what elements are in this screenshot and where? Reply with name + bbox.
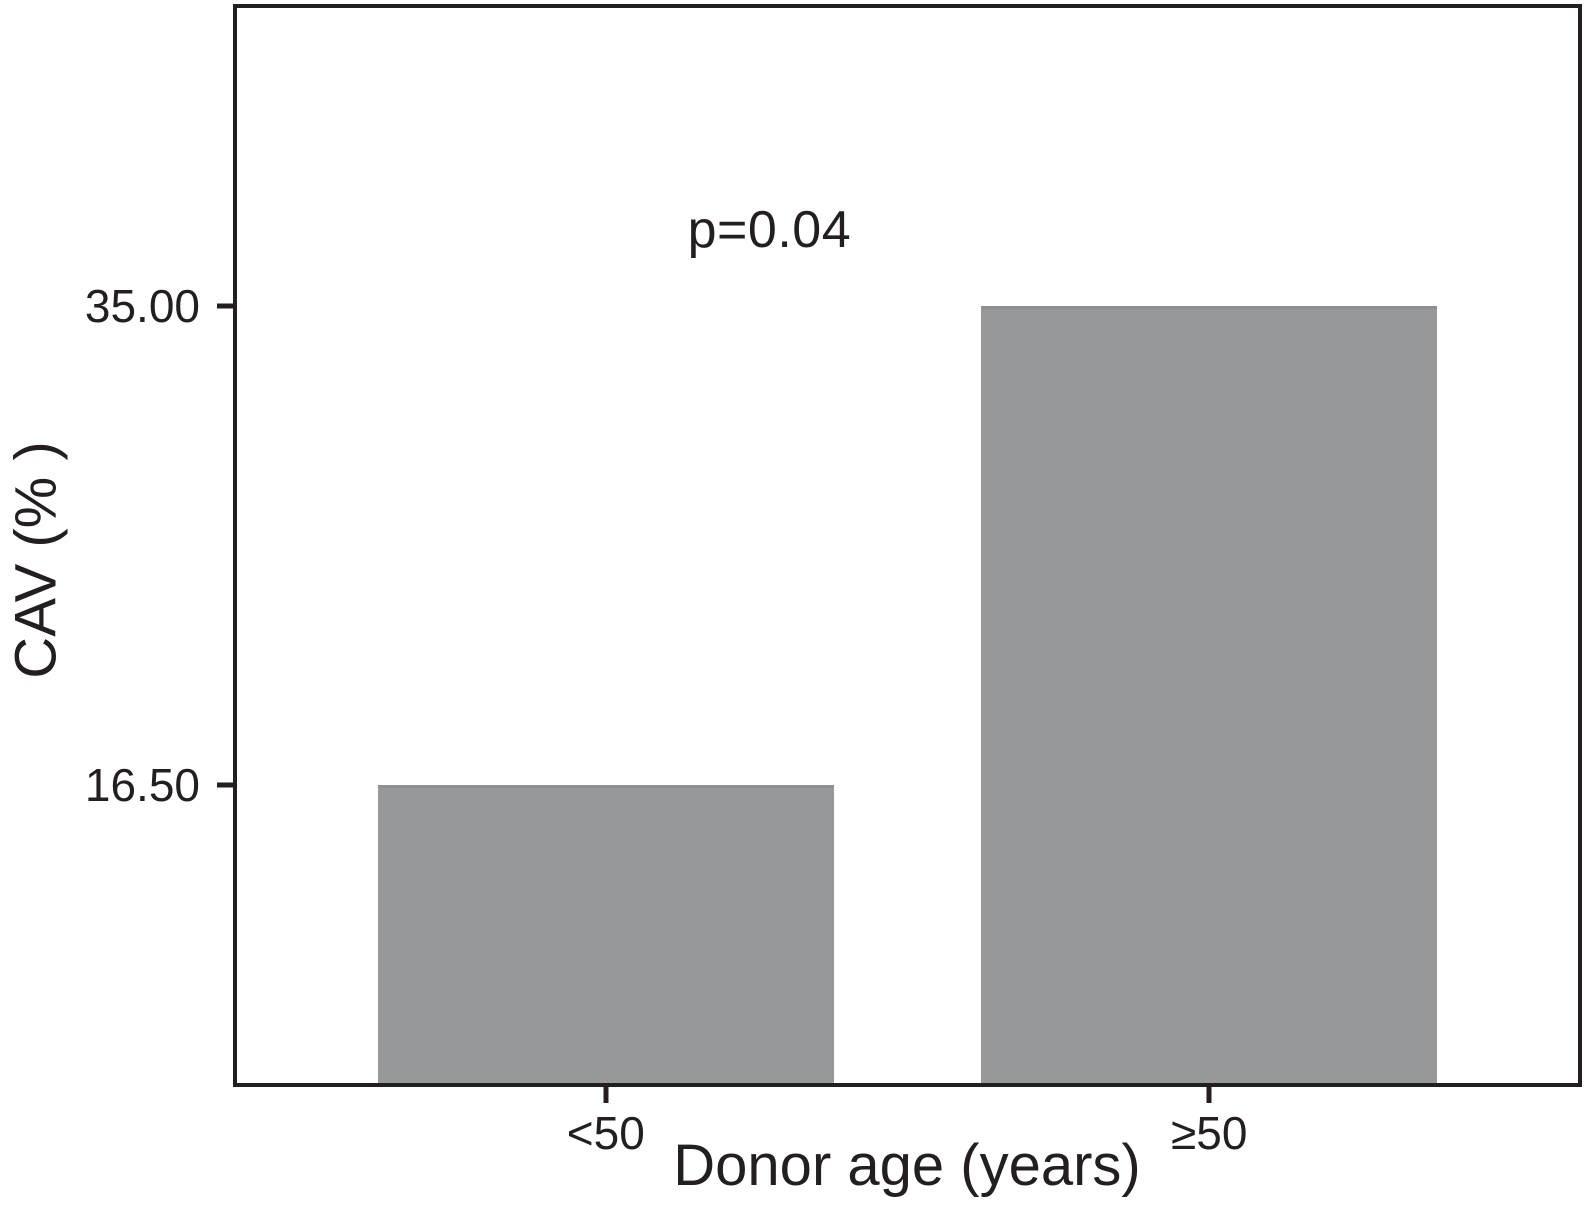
y-axis-title: CAV (% ): [3, 441, 69, 679]
y-tick-label: 16.50: [84, 759, 200, 812]
y-tick-mark: [217, 303, 234, 309]
x-tick-mark: [1206, 1087, 1212, 1103]
x-tick-label: <50: [566, 1107, 645, 1159]
x-axis-title: Donor age (years): [673, 1133, 1141, 1198]
x-tick-label: ≥50: [1171, 1107, 1248, 1159]
y-tick-label: 35.00: [84, 279, 200, 332]
y-tick-mark: [217, 782, 234, 788]
plot-area: p=0.04: [233, 4, 1582, 1087]
x-tick-mark: [603, 1087, 609, 1103]
bar-<50: [377, 785, 834, 1083]
bar-≥50: [981, 305, 1438, 1083]
p-value-annotation: p=0.04: [687, 201, 852, 259]
